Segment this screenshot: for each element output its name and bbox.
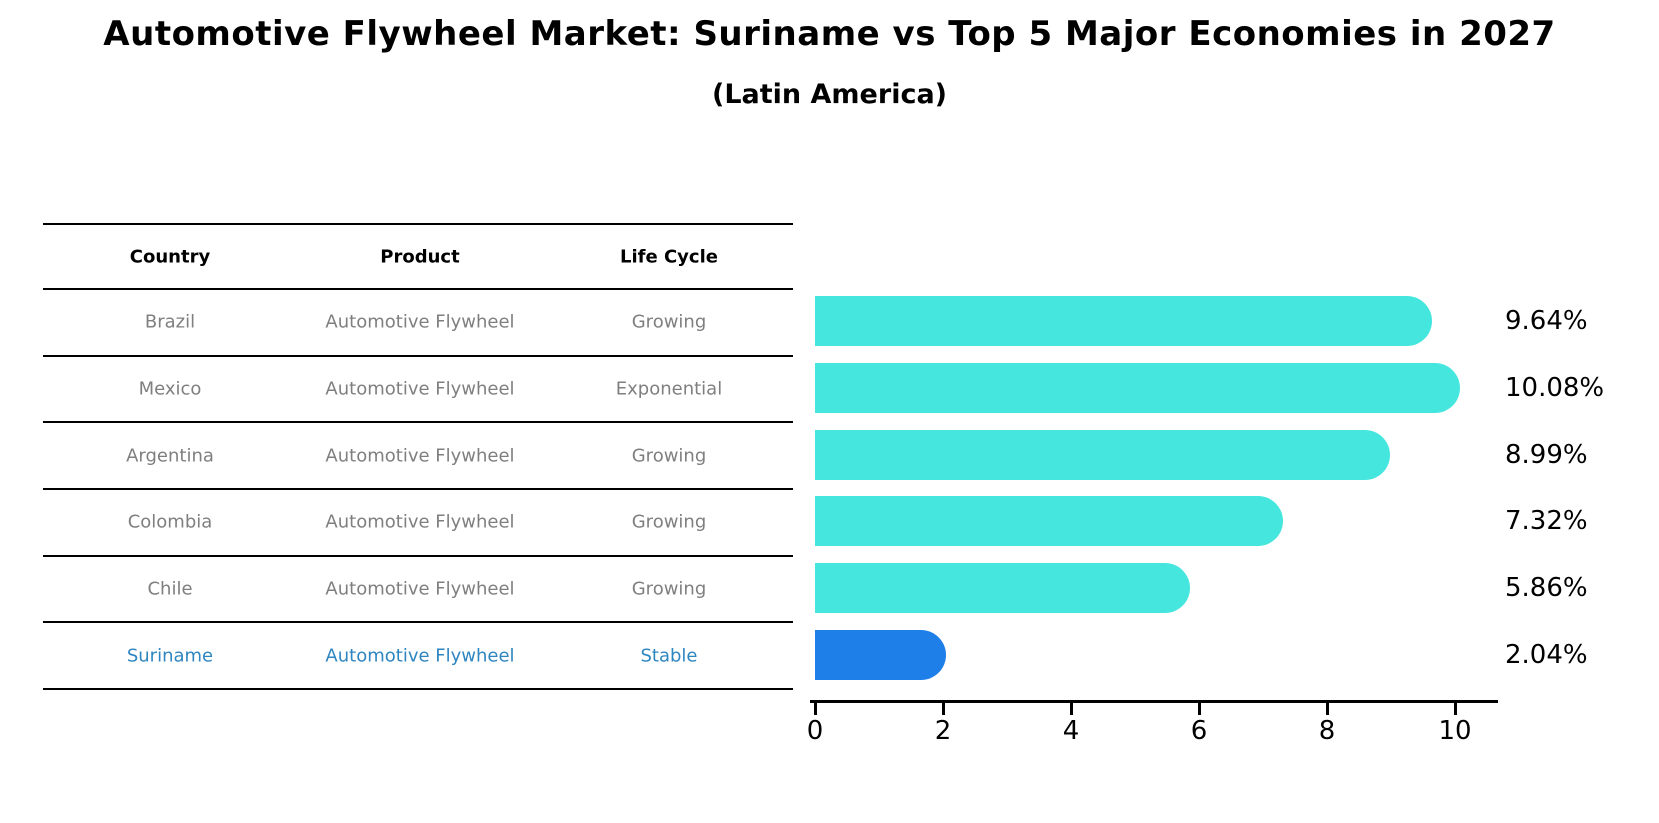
table-body: Brazil Automotive Flywheel Growing Mexico Au… (43, 290, 793, 691)
value-label-brazil: 9.64% (1505, 306, 1588, 337)
table-row-brazil: Brazil Automotive Flywheel Growing (43, 290, 793, 357)
table-row-chile: Chile Automotive Flywheel Growing (43, 557, 793, 624)
cell-lifecycle: Growing (631, 311, 707, 333)
x-axis-tick-label: 0 (806, 716, 824, 746)
bar-chile (815, 563, 1191, 614)
x-axis-tick (813, 700, 817, 715)
table-row-colombia: Colombia Automotive Flywheel Growing (43, 490, 793, 557)
bar-brazil (815, 296, 1432, 347)
bar-suriname (815, 629, 946, 680)
cell-product: Automotive Flywheel (325, 311, 515, 333)
table-row-mexico: Mexico Automotive Flywheel Exponential (43, 357, 793, 424)
table-header-row: Country Product Life Cycle (43, 223, 793, 290)
table-header-country: Country (129, 246, 211, 267)
x-axis-tick-label: 4 (1062, 716, 1080, 746)
x-axis-tick (941, 700, 945, 715)
table-header-product: Product (380, 246, 460, 267)
cell-country: Colombia (127, 511, 213, 533)
x-axis-tick-label: 8 (1318, 716, 1336, 746)
bar-mexico (815, 363, 1461, 414)
cell-country: Mexico (138, 378, 202, 400)
bar-colombia (815, 496, 1284, 547)
x-axis-tick-label: 6 (1190, 716, 1208, 746)
cell-country: Brazil (144, 311, 196, 333)
cell-country: Argentina (126, 445, 214, 467)
x-axis-tick (1069, 700, 1073, 715)
x-axis-tick (1325, 700, 1329, 715)
cell-lifecycle: Exponential (615, 378, 723, 400)
x-axis-tick (1453, 700, 1457, 715)
cell-lifecycle: Growing (631, 511, 707, 533)
table-row-suriname: Suriname Automotive Flywheel Stable (43, 623, 793, 691)
value-label-suriname: 2.04% (1505, 639, 1588, 670)
cell-country: Chile (147, 578, 193, 600)
cell-product: Automotive Flywheel (325, 445, 515, 467)
cell-product: Automotive Flywheel (325, 378, 515, 400)
page-subtitle: (Latin America) (711, 79, 948, 110)
table-header-lifecycle: Life Cycle (620, 246, 718, 267)
table-row-argentina: Argentina Automotive Flywheel Growing (43, 423, 793, 491)
value-label-chile: 5.86% (1505, 573, 1588, 604)
x-axis-line (810, 700, 1498, 703)
cell-country: Suriname (126, 645, 214, 667)
cell-lifecycle: Growing (631, 578, 707, 600)
country-table: Country Product Life Cycle Brazil Automot… (43, 223, 793, 691)
cell-product: Automotive Flywheel (325, 645, 515, 667)
value-label-argentina: 8.99% (1505, 439, 1588, 470)
x-axis-tick (1197, 700, 1201, 715)
cell-lifecycle: Stable (640, 645, 698, 667)
value-label-mexico: 10.08% (1505, 373, 1605, 404)
x-axis-tick-label: 2 (934, 716, 952, 746)
cell-product: Automotive Flywheel (325, 511, 515, 533)
page-title: Automotive Flywheel Market: Suriname vs … (103, 14, 1556, 54)
value-label-colombia: 7.32% (1505, 506, 1588, 537)
cell-product: Automotive Flywheel (325, 578, 515, 600)
bar-argentina (815, 429, 1391, 480)
x-axis-tick-label: 10 (1438, 716, 1472, 746)
cell-lifecycle: Growing (631, 445, 707, 467)
